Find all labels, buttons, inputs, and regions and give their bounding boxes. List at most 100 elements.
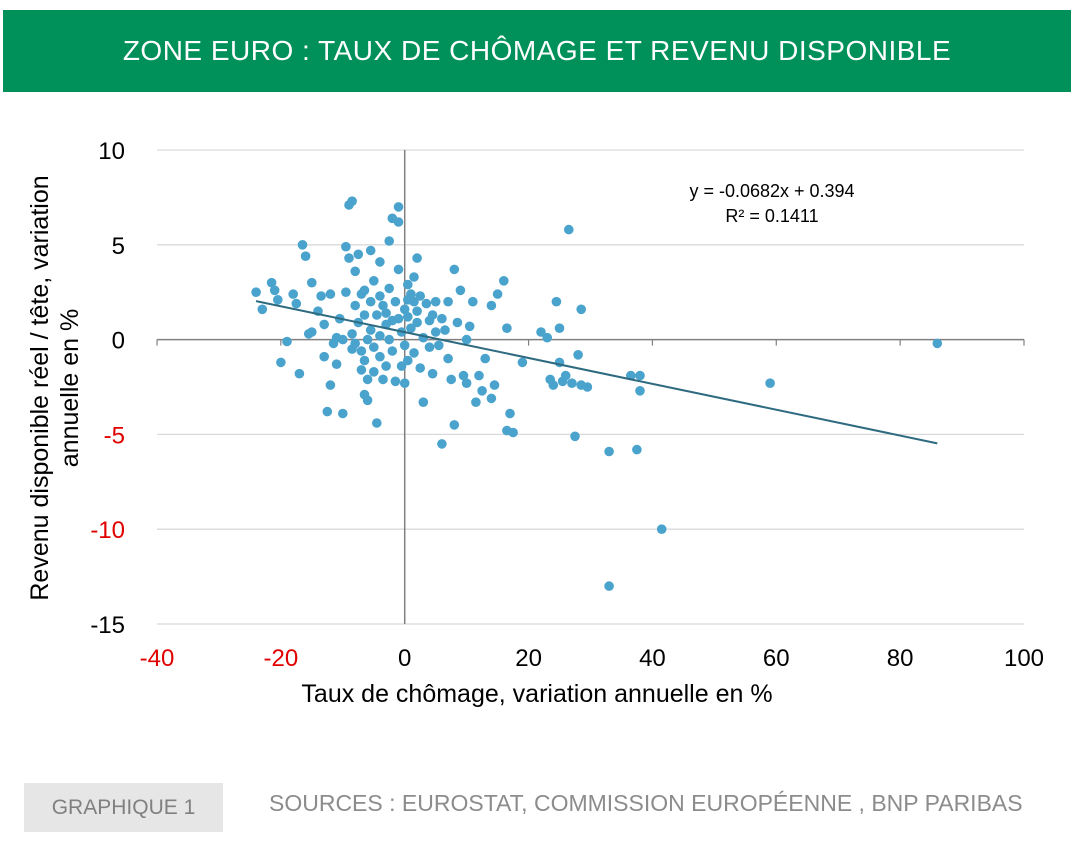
axis-labels: Taux de chômage, variation annuelle en %…: [26, 175, 773, 708]
data-point: [406, 289, 416, 299]
data-point: [356, 346, 367, 356]
x-tick-label: 20: [515, 645, 542, 672]
data-point: [338, 408, 348, 419]
data-point: [319, 351, 330, 362]
data-point: [415, 363, 426, 373]
data-point: [269, 285, 280, 296]
data-point: [573, 350, 583, 360]
y-tick-label: 0: [112, 328, 125, 355]
data-point: [338, 334, 348, 345]
data-point: [307, 277, 317, 288]
data-point: [369, 342, 379, 352]
chart-title: ZONE EURO : TAUX DE CHÔMAGE ET REVENU DI…: [122, 35, 952, 66]
data-point: [375, 257, 385, 267]
data-point: [356, 365, 367, 375]
data-point: [443, 296, 453, 307]
data-point: [251, 287, 261, 297]
data-point: [765, 378, 775, 389]
data-point: [350, 300, 361, 311]
data-point: [409, 296, 419, 307]
data-point: [359, 285, 370, 296]
data-point: [294, 368, 305, 379]
data-point: [480, 353, 491, 364]
data-point: [319, 319, 330, 330]
title-banner: ZONE EURO : TAUX DE CHÔMAGE ET REVENU DI…: [3, 10, 1071, 92]
data-point: [486, 393, 497, 404]
data-point: [359, 310, 370, 320]
data-point: [582, 382, 593, 392]
data-point: [492, 289, 503, 299]
chart-canvas: y = -0.0682x + 0.394 R² = 0.1411 10 5 0 -5 -1…: [26, 138, 1044, 708]
data-point: [409, 272, 419, 282]
x-tick-label: -20: [264, 645, 299, 672]
scatter-chart: y = -0.0682x + 0.394 R² = 0.1411 10 5 0 -5 -1…: [0, 100, 1074, 740]
data-point: [341, 287, 351, 297]
data-point: [443, 353, 453, 364]
data-point: [365, 325, 376, 335]
x-tick-label: 60: [763, 645, 790, 672]
data-point: [468, 296, 478, 307]
data-point: [369, 276, 379, 286]
data-point: [273, 295, 283, 305]
data-point: [276, 357, 286, 368]
sources-note: SOURCES : EUROSTAT, COMMISSION EUROPÉENN…: [269, 790, 1023, 816]
data-point: [362, 334, 373, 345]
data-point: [282, 336, 292, 347]
data-point: [403, 312, 413, 322]
y-tick-label: -5: [104, 422, 125, 449]
data-point: [542, 332, 552, 343]
data-point: [604, 581, 614, 591]
data-point: [372, 310, 382, 320]
trendline-group: y = -0.0682x + 0.394 R² = 0.1411: [255, 181, 938, 445]
data-point: [474, 370, 484, 381]
data-point: [365, 245, 376, 256]
data-point: [399, 378, 410, 389]
data-point: [375, 291, 385, 301]
data-point: [576, 304, 586, 315]
data-point: [365, 296, 376, 307]
data-point: [548, 380, 559, 390]
data-point: [381, 361, 391, 371]
data-point: [499, 276, 509, 286]
data-point: [399, 340, 410, 351]
y-tick-label: -10: [90, 517, 125, 544]
data-point: [403, 279, 413, 290]
data-point: [486, 300, 497, 311]
data-point: [257, 304, 268, 315]
data-point: [560, 370, 571, 381]
data-point: [378, 300, 388, 311]
trendline-r2: R² = 0.1411: [725, 206, 818, 226]
x-tick-label: 100: [1004, 645, 1044, 672]
data-point: [656, 524, 667, 534]
data-point: [344, 253, 354, 263]
data-point: [375, 331, 385, 341]
data-point: [387, 346, 398, 356]
figure-badge: GRAPHIQUE 1: [24, 783, 223, 832]
data-point: [300, 251, 311, 261]
data-point: [430, 296, 441, 307]
trendline-equation: y = -0.0682x + 0.394: [689, 181, 854, 201]
data-point: [477, 386, 487, 396]
data-point: [632, 444, 642, 455]
data-point: [452, 317, 463, 328]
data-point: [316, 291, 326, 301]
data-point: [412, 317, 422, 328]
data-point: [403, 355, 413, 366]
data-points: [251, 196, 943, 591]
tick-labels: 10 5 0 -5 -10 -15 -40 -20 0 20 40 60 80 100: [90, 138, 1044, 672]
data-point: [489, 380, 500, 390]
data-point: [362, 374, 373, 385]
data-point: [424, 342, 435, 352]
data-point: [341, 241, 351, 252]
data-point: [455, 285, 466, 296]
figure-badge-label: GRAPHIQUE 1: [51, 795, 196, 819]
data-point: [570, 431, 580, 442]
data-point: [288, 289, 299, 299]
data-point: [384, 283, 395, 294]
data-point: [932, 338, 943, 349]
y-axis-label: Revenu disponible réel / tête, variation…: [26, 175, 84, 600]
data-point: [396, 361, 407, 371]
data-point: [362, 395, 373, 406]
x-tick-label: -40: [140, 645, 175, 672]
data-point: [390, 376, 401, 387]
